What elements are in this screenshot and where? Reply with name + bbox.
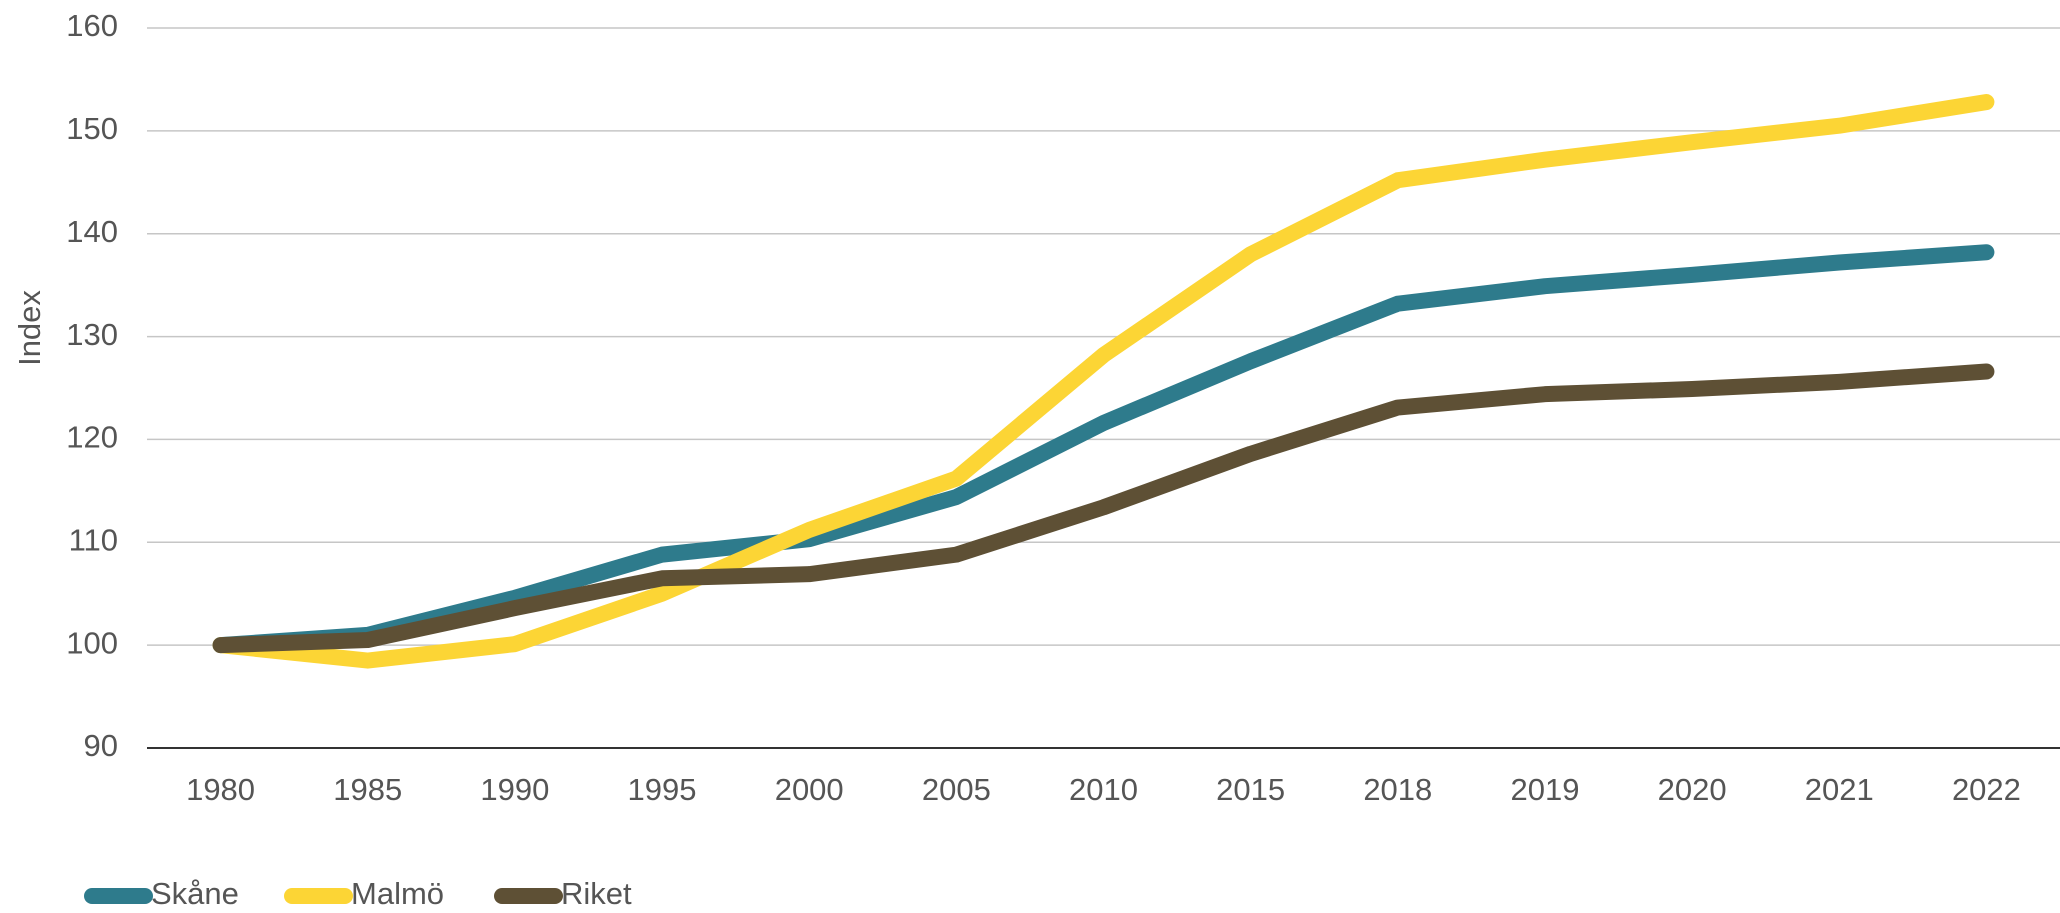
x-tick-label: 2021 — [1805, 772, 1874, 807]
legend-label: Malmö — [351, 876, 444, 911]
legend-label: Skåne — [151, 876, 239, 911]
x-tick-label: 1985 — [333, 772, 402, 807]
y-tick-label: 100 — [66, 625, 118, 660]
series-line — [212, 244, 1995, 654]
x-tick-label: 2000 — [775, 772, 844, 807]
y-tick-label: 140 — [66, 214, 118, 249]
y-tick-label: 130 — [66, 317, 118, 352]
x-tick-label: 2005 — [922, 772, 991, 807]
x-tick-label: 2022 — [1952, 772, 2021, 807]
y-tick-label: 90 — [84, 728, 118, 763]
y-tick-label: 160 — [66, 8, 118, 43]
x-tick-label: 1995 — [628, 772, 697, 807]
x-tick-label: 1990 — [480, 772, 549, 807]
y-tick-label: 120 — [66, 420, 118, 455]
legend-label: Riket — [561, 876, 632, 911]
y-tick-label: 150 — [66, 111, 118, 146]
x-tick-label: 1980 — [186, 772, 255, 807]
y-tick-label: 110 — [69, 522, 118, 557]
x-tick-label: 2015 — [1216, 772, 1285, 807]
y-axis-label: Index — [12, 290, 47, 366]
x-tick-label: 2018 — [1363, 772, 1432, 807]
x-tick-label: 2020 — [1658, 772, 1727, 807]
series-line — [212, 94, 1995, 669]
x-tick-label: 2019 — [1510, 772, 1579, 807]
series-line — [212, 363, 1995, 654]
x-tick-label: 2010 — [1069, 772, 1138, 807]
